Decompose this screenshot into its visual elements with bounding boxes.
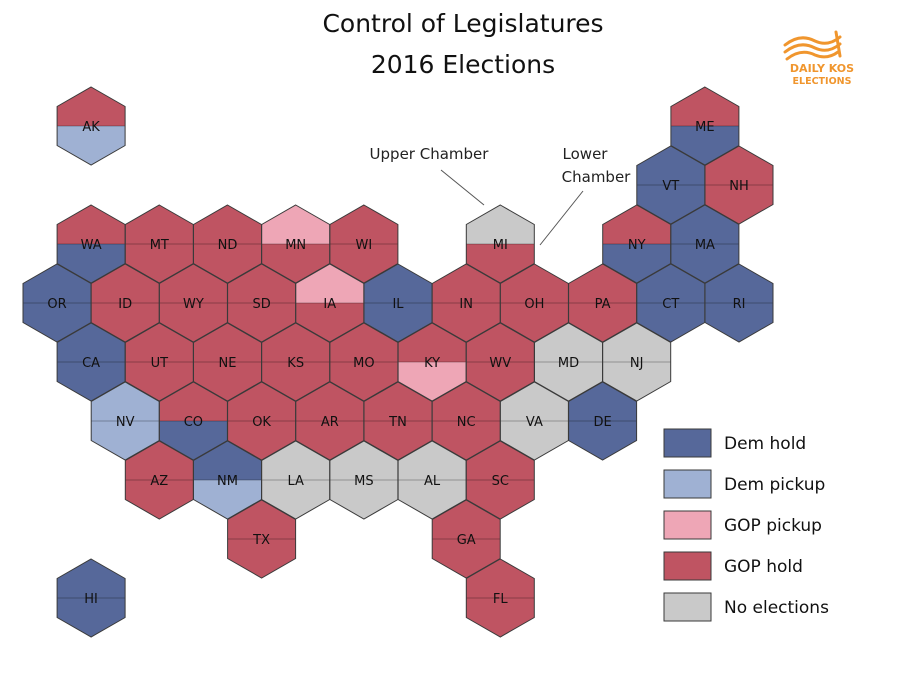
state-hex-va: VA	[499, 381, 569, 461]
legend-swatch-dem-pickup	[663, 469, 712, 499]
lower-chamber-annotation-line1: Lower	[563, 145, 609, 163]
state-hex-la: LA	[261, 440, 331, 520]
state-label-ca: CA	[82, 356, 100, 371]
state-label-ak: AK	[82, 120, 100, 135]
chart-title-line2: 2016 Elections	[371, 50, 555, 79]
state-label-de: DE	[593, 415, 611, 430]
hex-outline	[704, 263, 774, 343]
state-label-ok: OK	[252, 415, 271, 430]
state-label-ut: UT	[151, 356, 169, 371]
state-hex-ny: NY	[602, 204, 672, 284]
state-label-ia: IA	[323, 297, 336, 312]
lower-chamber-annotation-line2: Chamber	[562, 168, 632, 186]
legend-label-gop-pickup: GOP pickup	[724, 516, 822, 536]
state-label-or: OR	[47, 297, 66, 312]
state-label-nj: NJ	[630, 356, 644, 371]
state-label-il: IL	[392, 297, 404, 312]
state-label-va: VA	[526, 415, 543, 430]
state-label-ky: KY	[424, 356, 440, 371]
state-label-co: CO	[184, 415, 203, 430]
state-label-nv: NV	[116, 415, 135, 430]
state-hex-ak: AK	[56, 86, 126, 166]
legend-swatch-no-elections	[663, 592, 712, 622]
state-label-wy: WY	[183, 297, 204, 312]
state-label-ar: AR	[321, 415, 339, 430]
state-label-mi: MI	[493, 238, 508, 253]
state-label-sd: SD	[252, 297, 270, 312]
state-label-sc: SC	[492, 474, 509, 489]
state-label-me: ME	[695, 120, 714, 135]
logo-line2: ELECTIONS	[793, 76, 852, 87]
logo-line1: DAILY KOS	[790, 62, 854, 75]
state-label-ny: NY	[628, 238, 646, 253]
state-label-nm: NM	[217, 474, 238, 489]
legend-label-no-elections: No elections	[724, 598, 829, 618]
state-label-ga: GA	[457, 533, 476, 548]
state-label-ne: NE	[219, 356, 237, 371]
state-label-az: AZ	[150, 474, 168, 489]
state-label-tn: TN	[388, 415, 407, 430]
state-label-wa: WA	[81, 238, 102, 253]
state-hex-tx: TX	[227, 499, 297, 579]
state-label-mt: MT	[150, 238, 169, 253]
state-label-id: ID	[118, 297, 132, 312]
state-label-mn: MN	[285, 238, 306, 253]
lower-chamber-pointer	[539, 190, 584, 246]
state-label-ms: MS	[354, 474, 373, 489]
hex-grid: AK ME VT NH WA MT ND MN WI MI NY MA OR ID WY SD IA IL IN OH…	[22, 86, 774, 638]
chart-title-line1: Control of Legislatures	[322, 9, 603, 38]
legend-swatch-gop-hold	[663, 551, 712, 581]
upper-chamber-annotation: Upper Chamber	[370, 145, 490, 163]
state-label-ri: RI	[733, 297, 746, 312]
state-label-nc: NC	[457, 415, 476, 430]
hex-outline	[465, 558, 535, 638]
legend-label-dem-hold: Dem hold	[724, 434, 806, 454]
flag-icon	[783, 30, 842, 61]
state-label-ma: MA	[695, 238, 715, 253]
state-label-md: MD	[558, 356, 579, 371]
state-label-pa: PA	[595, 297, 611, 312]
hex-outline	[227, 499, 297, 579]
legend-swatch-dem-hold	[663, 428, 712, 458]
state-label-wv: WV	[489, 356, 511, 371]
legend: Dem hold Dem pickup GOP pickup GOP hold No e…	[663, 428, 829, 622]
upper-chamber-pointer	[440, 169, 485, 206]
state-label-in: IN	[459, 297, 473, 312]
daily-kos-elections-logo: DAILY KOS ELECTIONS	[783, 30, 854, 87]
state-label-wi: WI	[356, 238, 373, 253]
hex-outline	[56, 558, 126, 638]
state-label-oh: OH	[524, 297, 544, 312]
state-label-nd: ND	[218, 238, 238, 253]
state-hex-hi: HI	[56, 558, 126, 638]
legend-label-dem-pickup: Dem pickup	[724, 475, 825, 495]
state-label-vt: VT	[662, 179, 679, 194]
state-label-tx: TX	[252, 533, 270, 548]
legend-swatch-gop-pickup	[663, 510, 712, 540]
state-hex-or: OR	[22, 263, 92, 343]
state-label-fl: FL	[493, 592, 508, 607]
hex-outline	[56, 86, 126, 166]
state-label-ct: CT	[662, 297, 679, 312]
state-label-mo: MO	[353, 356, 374, 371]
state-label-al: AL	[424, 474, 441, 489]
state-label-hi: HI	[84, 592, 98, 607]
state-label-nh: NH	[729, 179, 749, 194]
chamber-annotations: Upper Chamber Lower Chamber	[370, 145, 632, 246]
state-label-ks: KS	[287, 356, 304, 371]
state-label-la: LA	[287, 474, 304, 489]
hex-outline	[568, 381, 638, 461]
legend-label-gop-hold: GOP hold	[724, 557, 803, 577]
